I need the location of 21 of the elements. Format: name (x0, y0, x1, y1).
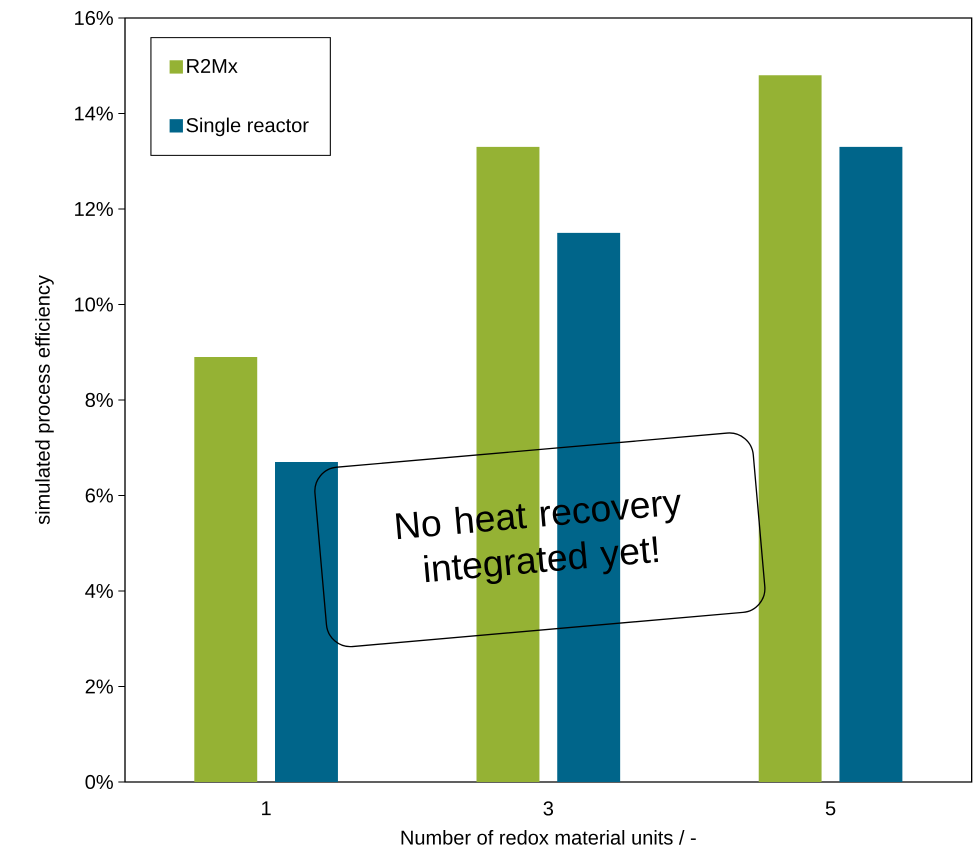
y-axis-title: simulated process efficiency (35, 275, 54, 524)
x-tick-label: 3 (544, 801, 554, 816)
y-tick-label: 8% (86, 392, 113, 408)
y-tick-label: 12% (75, 202, 113, 216)
y-tick-label: 10% (75, 297, 113, 312)
legend-label: Single reactor (186, 118, 309, 136)
y-tick-label: 0% (85, 774, 113, 790)
bar (194, 357, 258, 782)
x-axis-title: Number of redox material units / - (402, 830, 696, 845)
bar (758, 75, 822, 782)
y-tick-label: 16% (75, 10, 113, 26)
bar (839, 146, 902, 782)
y-tick-label: 2% (86, 679, 113, 694)
y-tick-label: 14% (75, 106, 113, 120)
annotation: No heat recovery integrated yet! (396, 494, 681, 584)
y-tick-label: 6% (86, 488, 113, 503)
legend-label: R2Mx (187, 58, 238, 73)
y-tick-label: 4% (85, 584, 113, 598)
x-tick-label: 1 (262, 801, 271, 816)
x-tick-label: 5 (826, 801, 836, 816)
bar (275, 462, 338, 782)
